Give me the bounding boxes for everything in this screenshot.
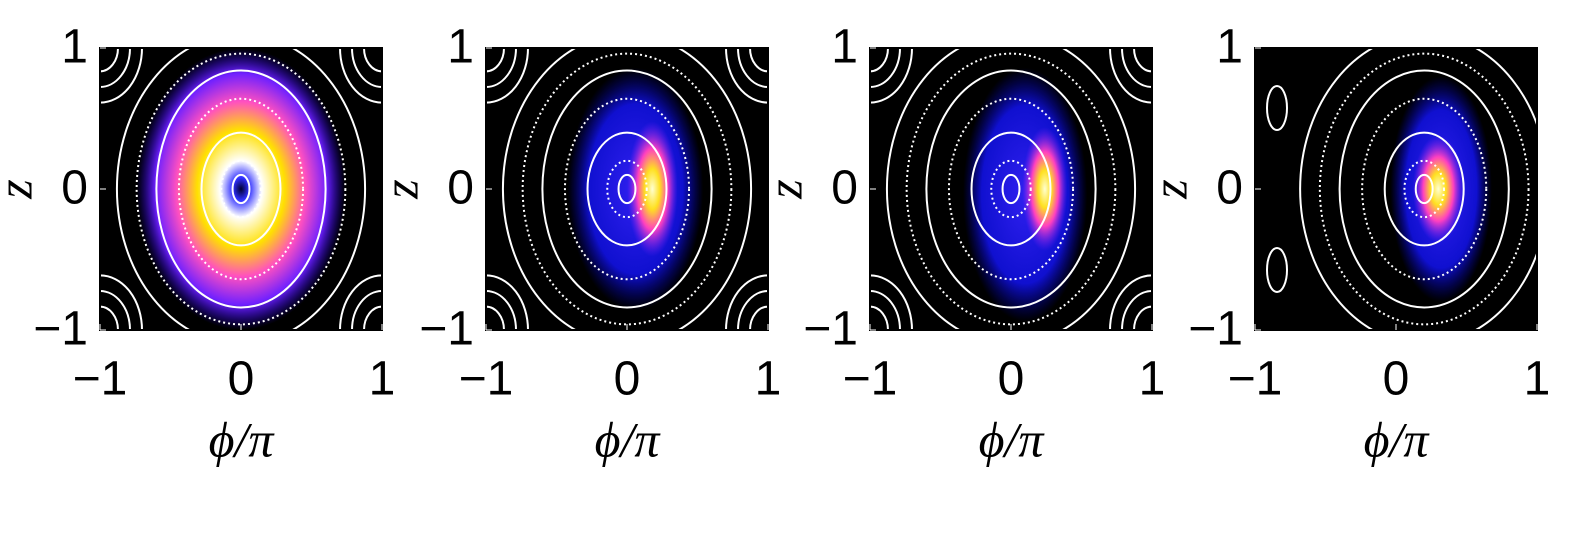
orbit	[521, 52, 733, 326]
x-axis-label: ϕ/π	[209, 411, 276, 467]
y-tick-label: −1	[1188, 303, 1243, 356]
island	[1266, 247, 1288, 293]
orbit	[1299, 48, 1537, 330]
y-tick-label: 1	[447, 21, 474, 74]
orbit	[617, 173, 637, 205]
y-axis-label: z	[1141, 179, 1197, 199]
orbit	[231, 173, 251, 205]
y-tick-label: 0	[831, 162, 858, 215]
y-tick-label: 0	[61, 162, 88, 215]
y-tick-label: 0	[1216, 162, 1243, 215]
orbit	[1318, 52, 1530, 326]
panel: −1 0 1 −1 0 1 ϕ/π z	[756, 21, 1166, 468]
y-tick-label: −1	[803, 303, 858, 356]
island	[1266, 85, 1288, 131]
plot-area	[486, 48, 768, 330]
orbit	[1414, 173, 1434, 205]
density-peak	[1412, 135, 1464, 243]
y-tick-label: 1	[1216, 21, 1243, 74]
orbit	[541, 69, 713, 309]
orbit	[501, 48, 753, 330]
density-peak	[627, 121, 678, 257]
orbit	[220, 159, 262, 219]
orbit	[155, 69, 327, 309]
x-tick-label: 1	[755, 353, 782, 406]
plot-area	[870, 48, 1152, 330]
orbit	[200, 131, 282, 247]
x-axis-label: ϕ/π	[595, 411, 662, 467]
x-tick-label: 0	[998, 353, 1025, 406]
orbit	[885, 48, 1137, 330]
y-tick-label: 1	[831, 21, 858, 74]
x-tick-label: 0	[614, 353, 641, 406]
orbit	[115, 48, 367, 330]
y-axis-label: z	[372, 179, 428, 199]
panel: −1 0 1 −1 0 1 ϕ/π z	[1141, 21, 1550, 468]
orbit	[1338, 69, 1510, 309]
x-tick-label: −1	[843, 353, 898, 406]
density-peak	[1022, 126, 1068, 252]
x-tick-label: 0	[1383, 353, 1410, 406]
orbit	[990, 159, 1032, 219]
x-tick-label: −1	[1228, 353, 1283, 406]
x-axis-label: ϕ/π	[1364, 411, 1431, 467]
x-tick-label: 1	[1139, 353, 1166, 406]
orbit	[177, 97, 305, 281]
orbit	[1383, 131, 1465, 247]
orbit	[135, 52, 347, 326]
panel: −1 0 1 −1 0 1 ϕ/π z	[0, 21, 396, 468]
plot-area	[1255, 48, 1537, 330]
y-tick-label: −1	[33, 303, 88, 356]
x-tick-label: 0	[228, 353, 255, 406]
x-axis-label: ϕ/π	[979, 411, 1046, 467]
orbit	[563, 97, 691, 281]
y-axis-label: z	[0, 179, 42, 199]
orbit	[1403, 159, 1445, 219]
orbit	[905, 52, 1117, 326]
orbit	[606, 159, 648, 219]
y-tick-label: 0	[447, 162, 474, 215]
y-axis-label: z	[756, 179, 812, 199]
orbit	[1001, 173, 1021, 205]
y-tick-label: −1	[419, 303, 474, 356]
density	[136, 48, 346, 330]
orbit	[970, 131, 1052, 247]
panel: −1 0 1 −1 0 1 ϕ/π z	[372, 21, 782, 468]
x-tick-label: −1	[459, 353, 514, 406]
x-tick-label: 1	[369, 353, 396, 406]
orbit	[947, 97, 1075, 281]
x-tick-label: 1	[1524, 353, 1551, 406]
orbit	[1361, 97, 1488, 281]
y-tick-label: 1	[61, 21, 88, 74]
orbit	[586, 131, 668, 247]
orbit	[925, 69, 1097, 309]
x-tick-label: −1	[73, 353, 128, 406]
